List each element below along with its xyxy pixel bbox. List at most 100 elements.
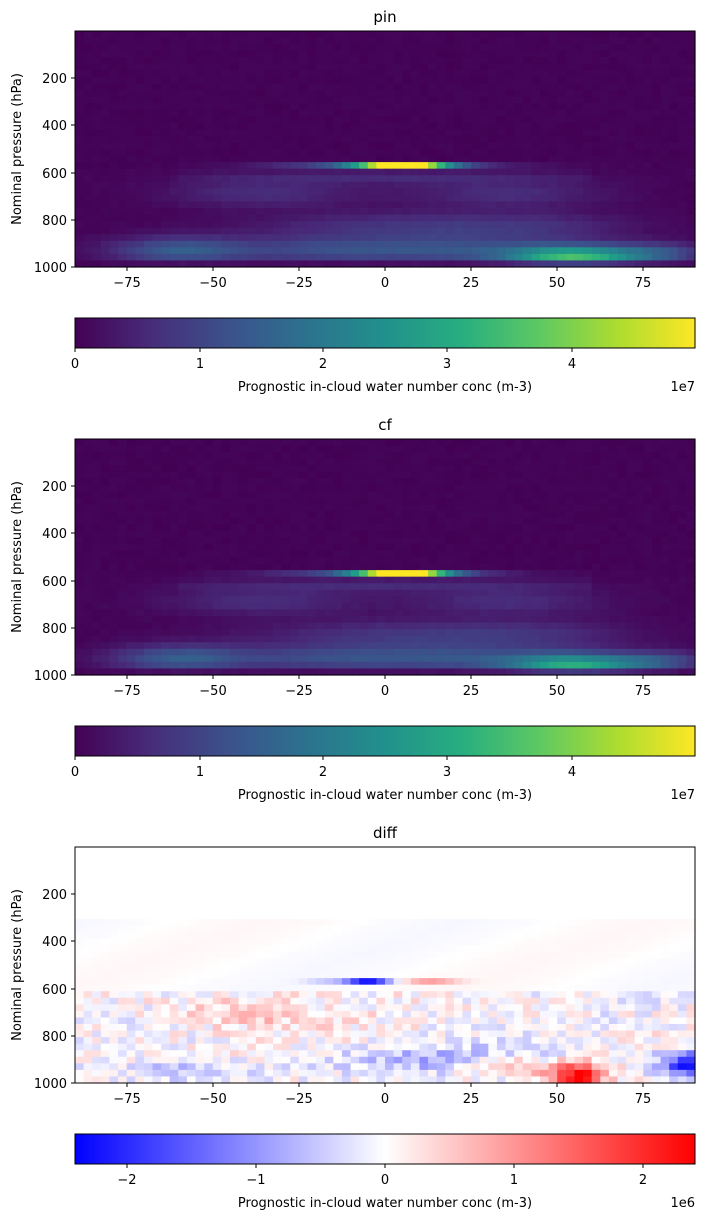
heatmap-cell: [230, 576, 240, 584]
heatmap-cell: [591, 116, 601, 124]
heatmap-cell: [634, 175, 644, 183]
heatmap-cell: [186, 576, 197, 584]
heatmap-cell: [169, 524, 179, 532]
heatmap-cell: [264, 116, 274, 124]
heatmap-cell: [591, 498, 601, 506]
heatmap-cell: [471, 168, 481, 176]
heatmap-cell: [488, 57, 498, 65]
heatmap-cell: [643, 570, 653, 578]
heatmap-cell: [522, 109, 532, 117]
heatmap-cell: [273, 478, 283, 486]
heatmap-cell: [161, 465, 171, 473]
heatmap-cell: [591, 162, 601, 170]
heatmap-cell: [548, 648, 558, 656]
heatmap-cell: [307, 504, 317, 512]
heatmap-cell: [479, 602, 489, 611]
heatmap-cell: [669, 129, 679, 137]
heatmap-cell: [359, 478, 369, 486]
heatmap-cell: [367, 63, 377, 71]
heatmap-cell: [643, 648, 653, 656]
heatmap-cell: [428, 642, 438, 650]
heatmap-cell: [161, 471, 171, 479]
heatmap-cell: [350, 524, 360, 532]
heatmap-cell: [143, 537, 154, 545]
colorbar-tick-label: 1: [196, 357, 204, 372]
heatmap-cell: [238, 498, 248, 506]
heatmap-cell: [651, 524, 662, 532]
heatmap-cell: [583, 70, 593, 78]
heatmap-cell: [591, 596, 601, 604]
heatmap-cell: [660, 504, 670, 512]
heatmap-cell: [186, 175, 197, 183]
heatmap-cell: [453, 458, 464, 466]
heatmap-cell: [92, 563, 102, 571]
heatmap-cell: [161, 96, 171, 104]
heatmap-cell: [393, 583, 403, 591]
heatmap-cell: [367, 50, 377, 58]
heatmap-cell: [178, 214, 188, 222]
heatmap-cell: [212, 227, 222, 235]
heatmap-cell: [204, 122, 214, 130]
heatmap-cell: [574, 168, 584, 176]
heatmap-cell: [583, 227, 593, 235]
heatmap-cell: [428, 109, 438, 117]
heatmap-cell: [238, 530, 248, 538]
heatmap-cell: [230, 129, 240, 137]
heatmap-cell: [591, 445, 601, 453]
heatmap-cell: [135, 471, 145, 479]
heatmap-cell: [557, 589, 567, 597]
heatmap-cell: [186, 122, 197, 130]
heatmap-cell: [75, 221, 85, 229]
heatmap-cell: [436, 76, 446, 85]
heatmap-cell: [522, 622, 532, 630]
heatmap-cell: [462, 439, 472, 447]
heatmap-cell: [135, 96, 145, 104]
heatmap-cell: [83, 563, 93, 571]
heatmap-cell: [462, 458, 472, 466]
heatmap-cell: [126, 96, 136, 104]
heatmap-cell: [634, 57, 644, 65]
heatmap-cell: [83, 498, 93, 506]
heatmap-cell: [471, 162, 481, 170]
heatmap-cell: [540, 37, 550, 45]
heatmap-cell: [540, 122, 550, 130]
heatmap-cell: [471, 57, 481, 65]
heatmap-cell: [479, 44, 489, 52]
heatmap-cell: [488, 240, 498, 248]
heatmap-cell: [402, 116, 412, 124]
heatmap-cell: [686, 570, 696, 578]
heatmap-cell: [92, 96, 102, 104]
heatmap-cell: [135, 629, 145, 637]
heatmap-cell: [428, 142, 438, 150]
heatmap-cell: [462, 635, 472, 643]
heatmap-cell: [75, 622, 85, 630]
heatmap-cell: [247, 465, 257, 473]
heatmap-cell: [419, 57, 429, 65]
heatmap-cell: [161, 247, 171, 255]
heatmap-cell: [367, 589, 377, 597]
heatmap-cell: [505, 504, 515, 512]
heatmap-cell: [195, 50, 205, 58]
heatmap-cell: [126, 201, 136, 209]
heatmap-cell: [161, 570, 171, 578]
heatmap-cell: [669, 622, 679, 630]
heatmap-cell: [540, 550, 550, 558]
heatmap-cell: [290, 214, 300, 222]
heatmap-cell: [195, 188, 205, 196]
heatmap-cell: [453, 155, 464, 163]
heatmap-cell: [367, 576, 377, 584]
heatmap-cell: [143, 168, 154, 176]
heatmap-cell: [600, 260, 610, 268]
heatmap-cell: [600, 129, 610, 137]
heatmap-cell: [143, 70, 154, 78]
heatmap-cell: [402, 511, 412, 519]
heatmap-cell: [531, 635, 541, 643]
heatmap-cell: [135, 70, 145, 78]
heatmap-cell: [350, 491, 360, 499]
heatmap-cell: [178, 537, 188, 545]
heatmap-cell: [669, 188, 679, 196]
heatmap-cell: [186, 537, 197, 545]
heatmap-cell: [195, 596, 205, 604]
heatmap-cell: [333, 44, 343, 52]
heatmap-cell: [83, 576, 93, 584]
